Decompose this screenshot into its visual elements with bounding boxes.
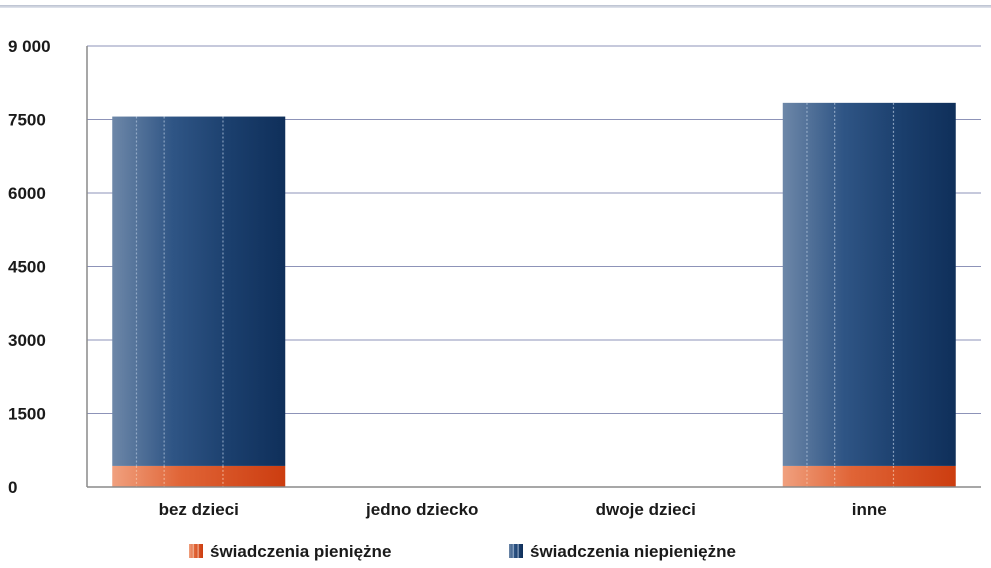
y-tick-label: 6000: [8, 184, 46, 203]
legend-label: świadczenia niepieniężne: [530, 542, 736, 561]
bar-segment: [782, 465, 956, 487]
y-tick-label: 9 000: [8, 37, 51, 56]
bar-segment: [782, 102, 956, 466]
x-category-label: dwoje dzieci: [596, 500, 696, 519]
y-tick-label: 0: [8, 478, 17, 497]
bar-segment: [112, 116, 286, 466]
y-tick-label: 7500: [8, 111, 46, 130]
legend-swatch: [509, 544, 523, 558]
bars: [112, 102, 956, 487]
x-category-label: jedno dziecko: [365, 500, 478, 519]
bar-segment: [112, 465, 286, 487]
y-tick-label: 1500: [8, 405, 46, 424]
legend-swatch: [189, 544, 203, 558]
top-rule: [0, 5, 991, 8]
y-tick-label: 4500: [8, 258, 46, 277]
y-tick-label: 3000: [8, 331, 46, 350]
legend: świadczenia pieniężne świadczenia niepien…: [189, 542, 736, 561]
y-tick-labels: 0 1500 3000 4500 6000 7500 9 000: [8, 37, 51, 497]
x-category-label: inne: [852, 500, 887, 519]
x-category-label: bez dzieci: [159, 500, 239, 519]
x-category-labels: bez dzieci jedno dziecko dwoje dzieci inne: [159, 500, 887, 519]
legend-label: świadczenia pieniężne: [210, 542, 391, 561]
